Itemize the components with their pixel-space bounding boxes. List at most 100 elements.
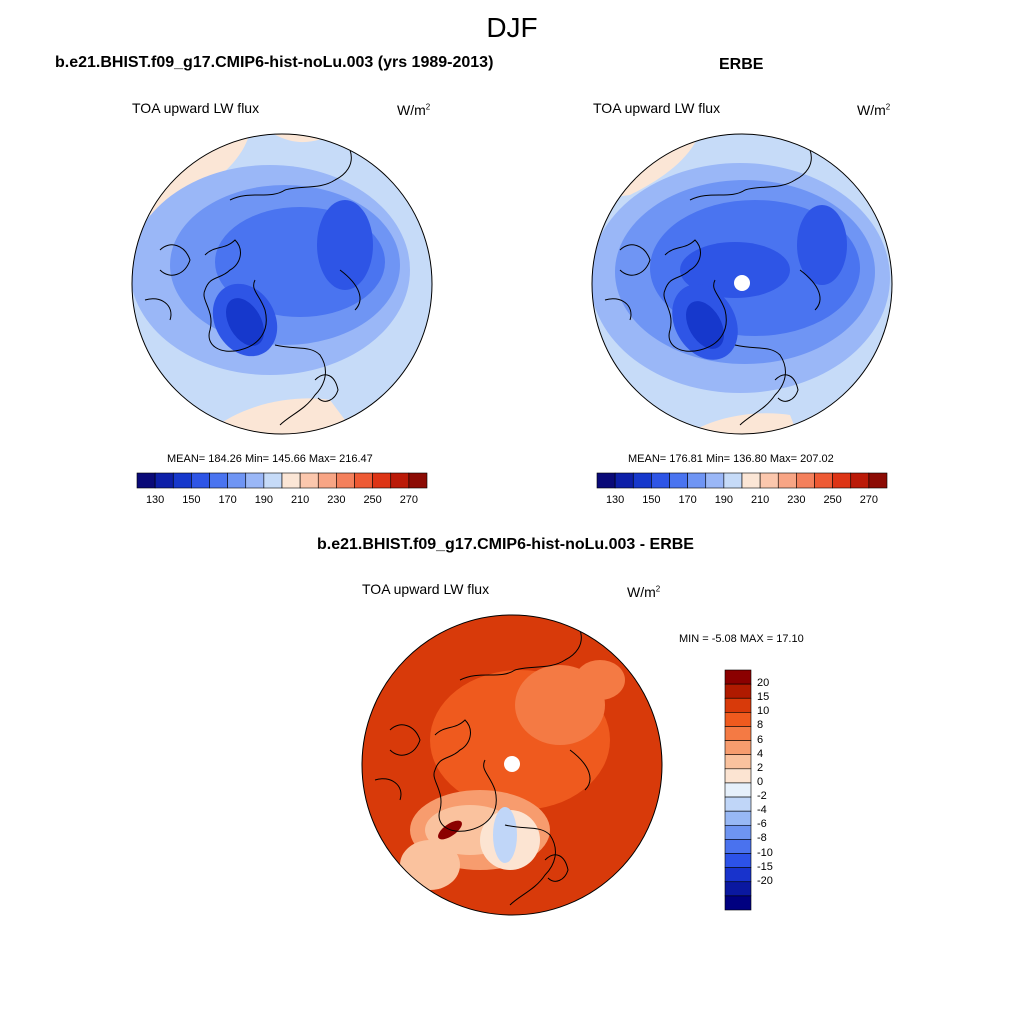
colorbar-tick-label: 150: [642, 494, 661, 506]
pole-hole-diff: [504, 756, 520, 772]
colorbar-swatch: [724, 853, 752, 868]
polar-map-obs: [592, 134, 892, 434]
colorbar-swatch: [281, 472, 301, 489]
colorbar-tick-label: -15: [757, 860, 773, 873]
colorbar-tick-label: 210: [750, 494, 770, 506]
figure-title: DJF: [486, 12, 538, 43]
colorbar-swatch: [723, 472, 743, 489]
stats-obs: MEAN= 176.81 Min= 136.80 Max= 207.02: [628, 453, 834, 465]
colorbar-tick-label: 10: [757, 705, 770, 718]
colorbar-swatch: [741, 472, 761, 489]
colorbar-swatch: [724, 768, 752, 784]
colorbar-tick-label: 8: [757, 719, 764, 732]
colorbar-tick-label: -10: [757, 846, 773, 859]
polar-map-model: [132, 134, 432, 434]
colorbar-swatch: [796, 472, 815, 489]
variable-label-obs: TOA upward LW flux: [593, 100, 721, 116]
pole-hole-obs: [734, 275, 750, 291]
units-label-diff: W/m2: [627, 584, 661, 600]
colorbar-swatch: [724, 669, 752, 685]
coastlines-model: [144, 149, 361, 426]
colorbar-swatch: [632, 472, 652, 489]
colorbar-swatch: [354, 472, 373, 489]
colorbar-swatch: [317, 472, 337, 489]
colorbar-tick-label: 210: [290, 494, 310, 506]
colorbar-tick-label: 15: [757, 691, 770, 704]
stats-model: MEAN= 184.26 Min= 145.66 Max= 216.47: [167, 453, 373, 465]
variable-label-diff: TOA upward LW flux: [362, 581, 490, 597]
colorbar-tick-label: 190: [714, 494, 734, 506]
colorbar-model: [136, 472, 428, 489]
colorbar-swatch: [724, 824, 752, 840]
coastlines-obs: [604, 149, 821, 426]
colorbar-swatch: [724, 867, 752, 883]
units-label-obs: W/m2: [857, 102, 891, 118]
colorbar-swatch: [209, 472, 228, 489]
colorbar-swatch: [777, 472, 797, 489]
colorbar-tick-label: 250: [363, 494, 382, 506]
colorbar-swatch: [705, 472, 725, 489]
panel-title-diff: b.e21.BHIST.f09_g17.CMIP6-hist-noLu.003 …: [317, 536, 694, 553]
colorbar-swatch: [868, 472, 888, 489]
panel-title-obs: ERBE: [719, 56, 764, 73]
colorbar-tick-label: 2: [757, 761, 764, 774]
variable-label-model: TOA upward LW flux: [132, 100, 260, 116]
colorbar-tick-label: 130: [145, 494, 165, 506]
colorbar-swatch: [724, 740, 752, 756]
colorbar-swatch: [299, 472, 319, 489]
colorbar-swatch: [724, 712, 752, 727]
colorbar-swatch: [263, 472, 283, 489]
colorbar-swatch: [136, 472, 156, 489]
colorbar-tick-label: 20: [757, 677, 770, 690]
colorbar-swatch: [651, 472, 670, 489]
colorbar-tick-label: 150: [182, 494, 201, 506]
colorbar-obs: [596, 472, 888, 489]
colorbar-swatch: [669, 472, 688, 489]
colorbar-swatch: [245, 472, 265, 489]
panel-title-model: b.e21.BHIST.f09_g17.CMIP6-hist-noLu.003 …: [55, 54, 494, 71]
colorbar-swatch: [408, 472, 428, 489]
colorbar-swatch: [390, 472, 410, 489]
colorbar-swatch: [172, 472, 192, 489]
map-border-obs: [591, 133, 893, 435]
map-border-model: [131, 133, 433, 435]
colorbar-tick-label: -8: [757, 832, 767, 845]
colorbar-tick-label: 130: [605, 494, 625, 506]
colorbar-swatch: [596, 472, 616, 489]
colorbar-swatch: [724, 796, 752, 812]
colorbar-swatch: [724, 881, 752, 897]
colorbar-tick-label: 170: [678, 494, 697, 506]
colorbar-swatch: [724, 697, 752, 713]
colorbar-tick-label: -4: [757, 804, 767, 817]
colorbar-swatch: [336, 472, 355, 489]
colorbar-swatch: [687, 472, 707, 489]
colorbar-swatch: [724, 683, 752, 699]
colorbar-swatch: [191, 472, 210, 489]
colorbar-swatch: [759, 472, 779, 489]
units-label-model: W/m2: [397, 102, 431, 118]
colorbar-tick-label: 6: [757, 733, 764, 746]
colorbar-tick-label: 190: [254, 494, 274, 506]
colorbar-tick-label: -2: [757, 790, 767, 803]
colorbar-tick-label: 170: [218, 494, 237, 506]
colorbar-swatch: [814, 472, 833, 489]
colorbar-tick-label: 250: [823, 494, 842, 506]
colorbar-swatch: [724, 895, 752, 911]
colorbar-swatch: [832, 472, 852, 489]
colorbar-tick-label: 0: [757, 775, 764, 788]
colorbar-swatch: [724, 810, 752, 826]
colorbar-tick-label: 270: [399, 494, 419, 506]
colorbar-tick-label: -20: [757, 874, 773, 887]
colorbar-tick-label: 230: [327, 494, 346, 506]
map-border-diff: [361, 614, 663, 916]
stats-diff: MIN = -5.08 MAX = 17.10: [679, 633, 804, 645]
colorbar-swatch: [850, 472, 870, 489]
colorbar-swatch: [614, 472, 634, 489]
colorbar-tick-label: 230: [787, 494, 806, 506]
colorbar-tick-label: 270: [859, 494, 879, 506]
colorbar-diff: [724, 669, 752, 911]
colorbar-swatch: [154, 472, 174, 489]
colorbar-swatch: [724, 839, 752, 854]
colorbar-swatch: [372, 472, 392, 489]
